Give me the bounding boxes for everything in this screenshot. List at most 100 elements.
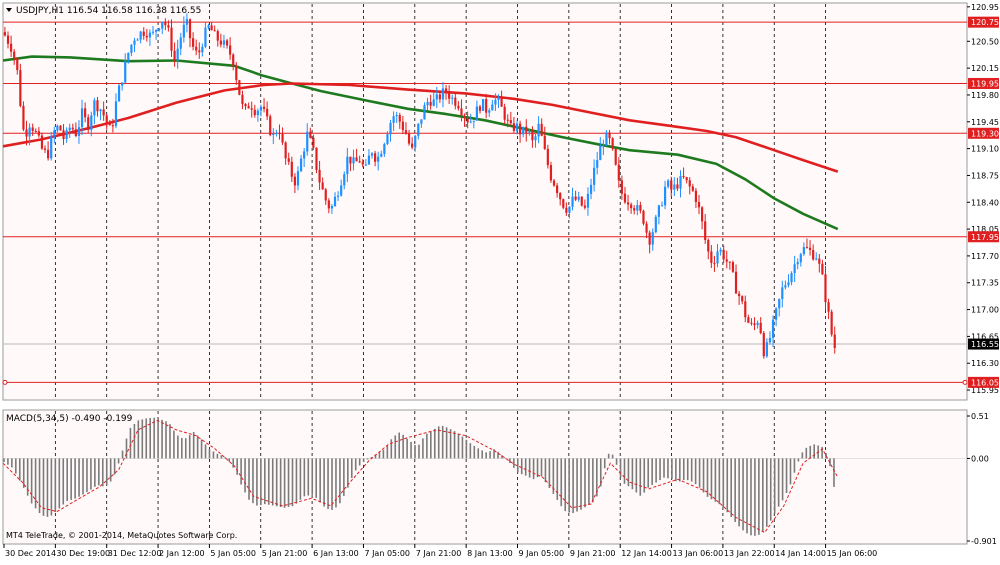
price-plot-area[interactable] — [2, 2, 968, 401]
candle-body — [778, 299, 781, 309]
y-tick-label: 118.40 — [971, 198, 999, 207]
candle-body — [744, 301, 747, 318]
candle-body — [321, 182, 324, 190]
candle-body — [512, 123, 516, 131]
candle-body — [734, 271, 738, 294]
candle-body — [80, 108, 84, 128]
macd-y-tick-label: 0.00 — [971, 454, 989, 463]
candle-body — [799, 254, 802, 263]
candle-body — [673, 184, 676, 190]
y-tick-label: 117.70 — [971, 252, 999, 261]
candle-body — [148, 32, 152, 38]
candle-body — [59, 125, 62, 131]
candle-body — [821, 263, 824, 275]
candle-body — [429, 101, 432, 106]
candle-body — [136, 39, 139, 41]
candle-body — [124, 61, 127, 83]
candle-body — [725, 259, 728, 262]
candle-body — [309, 131, 312, 138]
candle-body — [741, 296, 744, 302]
y-tick-label: 119.10 — [971, 145, 999, 154]
candle-body — [762, 332, 765, 357]
candle-body — [154, 30, 158, 32]
candle-body — [478, 106, 482, 111]
candle-body — [6, 35, 10, 44]
candle-body — [444, 88, 448, 93]
ma-green-line — [2, 55, 839, 231]
ma-red-line — [2, 82, 839, 173]
candle-body — [188, 19, 192, 39]
candle-body — [784, 285, 787, 288]
candle-body — [522, 126, 525, 135]
candle-body — [216, 31, 219, 41]
candle-body — [315, 147, 318, 170]
candle-body — [287, 158, 290, 162]
level-handle-right — [962, 379, 968, 385]
candle-body — [253, 109, 256, 116]
candle-body — [74, 129, 77, 137]
candle-body — [543, 135, 546, 149]
candle-body — [460, 108, 463, 116]
y-tick-label: 119.80 — [971, 91, 999, 100]
y-tick-label: 116.30 — [971, 359, 999, 368]
candle-body — [192, 38, 195, 47]
price-level-label: 119.30 — [971, 129, 999, 138]
candle-body — [37, 131, 40, 136]
candle-body — [229, 45, 232, 55]
candle-body — [269, 116, 272, 136]
candle-body — [22, 105, 25, 130]
candle-body — [247, 106, 250, 109]
candle-body — [142, 31, 145, 36]
candle-body — [43, 148, 47, 150]
candle-body — [293, 176, 296, 186]
y-tick-label: 118.75 — [971, 171, 999, 180]
candle-body — [219, 40, 222, 45]
candle-body — [719, 249, 722, 252]
candle-body — [108, 122, 111, 126]
candle-body — [716, 251, 719, 264]
candle-body — [87, 117, 90, 130]
macd-title: MACD(5,34,5) -0.490 -0.199 — [6, 414, 133, 424]
price-axis[interactable]: 120.95 120.50 120.15 119.80 119.45 119.10 118.… — [967, 3, 999, 395]
candle-body — [605, 132, 608, 146]
candle-body — [284, 142, 287, 159]
collapse-triangle-icon[interactable] — [6, 8, 12, 12]
candle-body — [417, 123, 420, 136]
candle-body — [303, 151, 306, 159]
candle-body — [448, 92, 451, 99]
candle-body — [68, 127, 71, 131]
candle-body — [380, 153, 383, 157]
candle-body — [617, 164, 620, 181]
candle-body — [633, 208, 636, 211]
candle-body — [117, 85, 121, 102]
price-level-badge — [968, 231, 999, 243]
candle-body — [266, 108, 269, 117]
candle-body — [213, 30, 216, 32]
candle-body — [630, 204, 633, 209]
candle-body — [299, 158, 303, 172]
candle-body — [364, 164, 367, 166]
x-tick-label: 12 Jan 14:00 — [621, 549, 672, 558]
candle-body — [358, 161, 361, 163]
candle-body — [534, 136, 537, 141]
candle-body — [537, 123, 540, 137]
candle-body — [333, 196, 337, 207]
candle-body — [722, 249, 725, 260]
candle-body — [580, 196, 583, 206]
candle-body — [349, 156, 352, 164]
candle-body — [589, 184, 593, 194]
candle-body — [593, 167, 596, 185]
candle-body — [812, 249, 815, 260]
macd-plot-area[interactable] — [2, 409, 968, 545]
candle-body — [790, 273, 793, 283]
price-level-badge — [968, 16, 999, 28]
macd-histogram — [2, 417, 967, 536]
candle-body — [466, 118, 469, 123]
candle-body — [31, 127, 34, 131]
y-tick-label: 117.35 — [971, 279, 999, 288]
copyright-text: MT4 TeleTrade, © 2001-2014, MetaQuotes S… — [6, 531, 237, 540]
candle-body — [281, 133, 284, 143]
x-tick-label: 5 Jan 05:00 — [210, 549, 256, 558]
